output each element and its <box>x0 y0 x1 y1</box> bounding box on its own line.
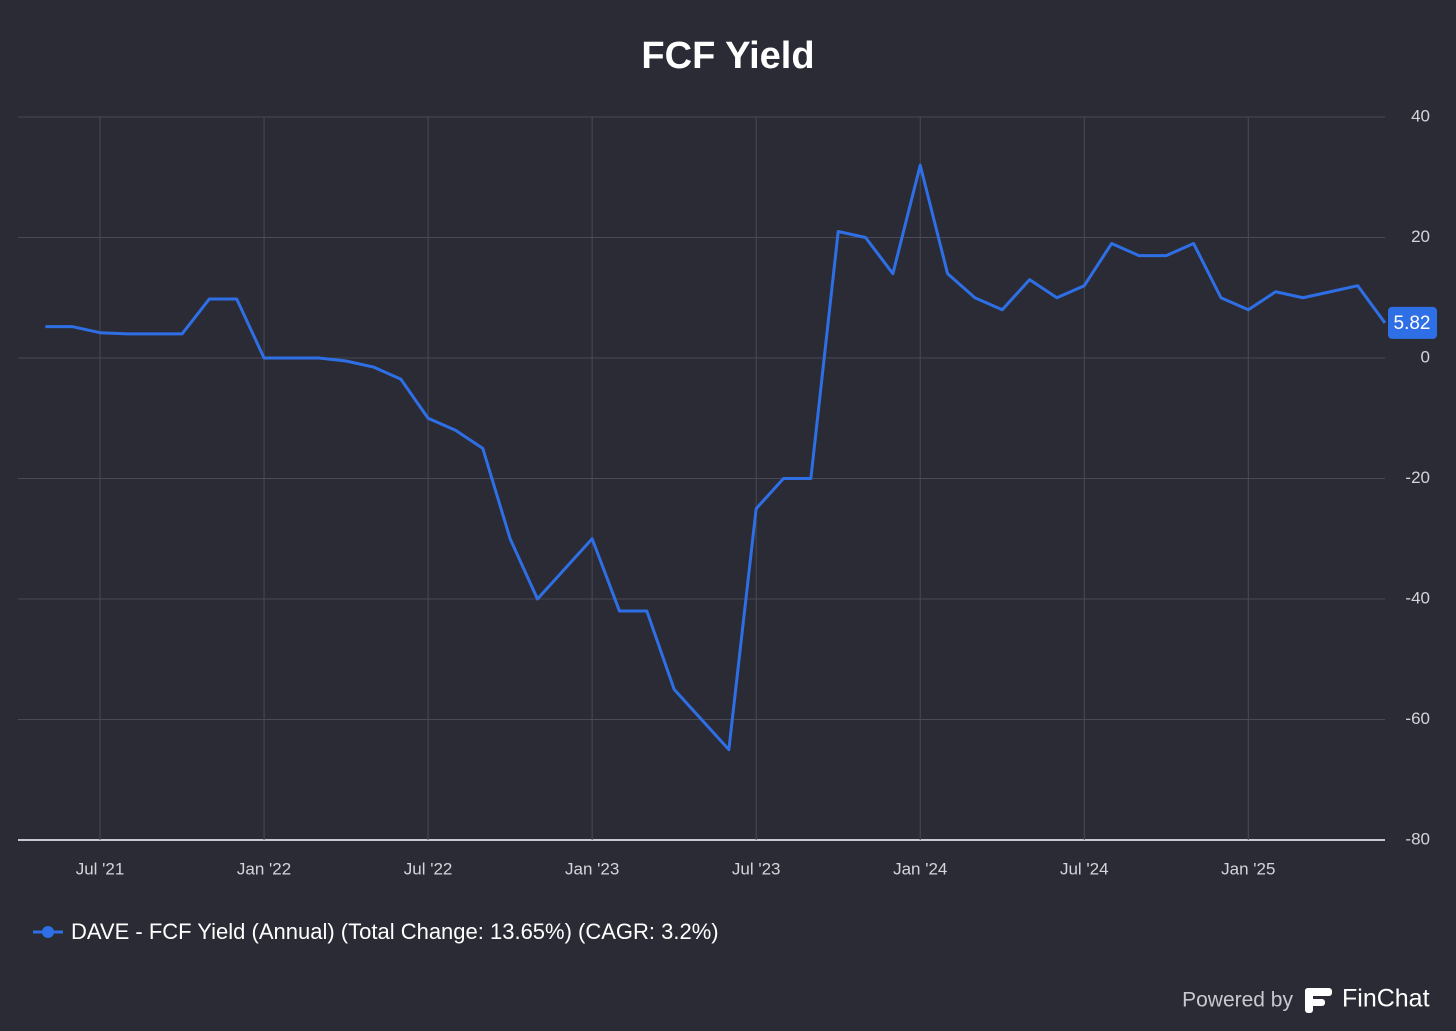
legend-icon-dot <box>42 926 54 938</box>
footer-text: Powered by <box>1182 989 1293 1012</box>
chart-title: FCF Yield <box>641 35 814 77</box>
x-tick-label: Jan '25 <box>1221 859 1275 878</box>
x-tick-label: Jan '22 <box>237 859 291 878</box>
x-tick-label: Jan '24 <box>893 859 947 878</box>
last-value-label: 5.82 <box>1394 313 1431 334</box>
y-tick-label: 40 <box>1411 106 1430 125</box>
y-tick-label: -80 <box>1405 829 1430 848</box>
footer-brand: FinChat <box>1342 985 1430 1013</box>
x-tick-label: Jul '24 <box>1060 859 1109 878</box>
x-tick-label: Jul '22 <box>404 859 453 878</box>
y-tick-label: 0 <box>1421 347 1430 366</box>
brand-logo <box>1305 988 1332 1013</box>
y-tick-label: 20 <box>1411 227 1430 246</box>
y-tick-label: -60 <box>1405 709 1430 728</box>
y-tick-label: -20 <box>1405 468 1430 487</box>
series-line <box>45 163 1387 752</box>
legend-label: DAVE - FCF Yield (Annual) (Total Change:… <box>71 919 719 944</box>
y-tick-label: -40 <box>1405 588 1430 607</box>
x-tick-label: Jul '21 <box>76 859 125 878</box>
x-tick-label: Jul '23 <box>732 859 781 878</box>
x-tick-label: Jan '23 <box>565 859 619 878</box>
last-value-box <box>1388 306 1437 339</box>
